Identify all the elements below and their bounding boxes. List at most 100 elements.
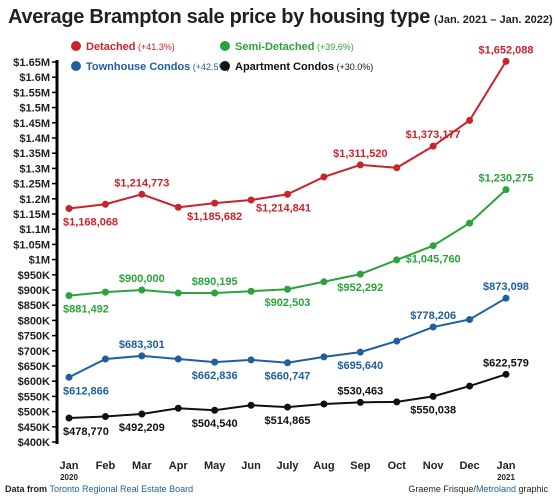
data-point — [320, 173, 328, 181]
data-label: $900,000 — [119, 273, 165, 285]
data-point — [138, 190, 146, 198]
data-label: $622,579 — [483, 357, 529, 369]
data-point — [466, 116, 474, 124]
legend-label: Detached (+41.3%) — [86, 41, 175, 53]
data-label: $881,492 — [63, 304, 109, 316]
y-axis: $400K $450K $500K $550K $600K $650K $700K $750K… — [13, 57, 59, 449]
data-label: $514,865 — [265, 415, 311, 427]
data-point — [247, 196, 255, 204]
data-label: $1,652,088 — [478, 44, 533, 56]
y-tick-label: $1.05M — [13, 239, 50, 251]
y-tick-label: $550K — [18, 391, 50, 403]
data-label: $873,098 — [483, 281, 529, 293]
x-tick-label: Jan — [60, 460, 79, 472]
data-point — [320, 353, 328, 361]
credit-note: Graeme Frisque/Metroland graphic — [408, 484, 548, 494]
data-point — [284, 359, 291, 367]
x-tick-label: Apr — [169, 460, 189, 472]
legend-series-change: (+30.0%) — [334, 62, 373, 72]
legend-marker — [220, 41, 230, 51]
data-point — [393, 337, 401, 345]
y-tick-label: $400K — [18, 437, 50, 449]
y-tick-label: $800K — [18, 315, 50, 327]
y-tick-label: $1.5M — [19, 103, 50, 115]
legend-marker — [71, 41, 81, 51]
legend-label: Townhouse Condos (+42.5%) — [86, 61, 230, 73]
data-point — [284, 285, 291, 293]
x-tick-label: Jan — [497, 460, 516, 472]
data-point — [284, 403, 291, 411]
data-point — [393, 256, 401, 264]
data-label: $660,747 — [265, 371, 311, 383]
chart-subtitle: (Jan. 2021 – Jan. 2022) — [434, 14, 553, 26]
x-tick-label: Oct — [388, 460, 407, 472]
data-point — [429, 392, 437, 400]
x-tick-label: Sep — [350, 460, 370, 472]
data-point — [429, 242, 437, 250]
y-tick-label: $600K — [18, 376, 50, 388]
data-label: $530,463 — [337, 385, 383, 397]
legend-series-name: Apartment Condos — [235, 61, 334, 73]
data-point — [247, 401, 255, 409]
source-prefix: Data from — [5, 484, 50, 494]
source-name: Toronto Regional Real Estate Board — [49, 484, 194, 494]
data-label: $662,836 — [192, 370, 238, 382]
legend-series-name: Detached — [86, 41, 136, 53]
data-label: $1,311,520 — [333, 148, 387, 160]
data-label: $504,540 — [192, 418, 238, 430]
y-tick-label: $1.4M — [19, 133, 50, 145]
data-point — [356, 348, 364, 356]
data-point — [466, 219, 474, 227]
y-tick-label: $1.25M — [13, 179, 50, 191]
data-label: $1,373,177 — [406, 129, 461, 141]
data-point — [393, 164, 401, 172]
chart-title-block: Average Brampton sale price by housing t… — [8, 6, 553, 29]
data-label: $550,038 — [410, 404, 456, 416]
y-tick-label: $850K — [18, 300, 50, 312]
data-point — [247, 287, 255, 295]
data-point — [138, 352, 146, 360]
data-point — [65, 373, 73, 381]
data-point — [320, 278, 328, 286]
data-point — [65, 414, 73, 422]
data-point — [429, 323, 437, 331]
legend-series-name: Townhouse Condos — [86, 61, 190, 73]
data-point — [502, 57, 510, 65]
data-label: $683,301 — [119, 339, 165, 351]
y-tick-label: $1.2M — [19, 194, 50, 206]
data-point — [138, 286, 146, 294]
data-point — [211, 406, 219, 414]
y-tick-label: $1.65M — [13, 57, 50, 69]
data-label: $778,206 — [410, 310, 456, 322]
source-note: Data from Toronto Regional Real Estate B… — [5, 484, 193, 494]
x-tick-label: Aug — [313, 460, 334, 472]
data-point — [101, 412, 109, 420]
x-tick-sublabel: 2020 — [60, 473, 78, 482]
y-tick-label: $700K — [18, 346, 50, 358]
data-point — [174, 355, 182, 363]
data-label: $1,045,760 — [406, 254, 461, 266]
data-label: $890,195 — [192, 276, 238, 288]
data-point — [466, 382, 474, 390]
y-tick-label: $450K — [18, 422, 50, 434]
data-point — [65, 205, 73, 213]
data-label: $952,292 — [337, 282, 383, 294]
data-point — [101, 200, 109, 208]
y-tick-label: $1.1M — [19, 224, 50, 236]
x-tick-label: July — [276, 460, 299, 472]
data-point — [429, 142, 437, 150]
legend: Detached (+41.3%) Semi-Detached (+39.6%) T… — [71, 41, 373, 73]
data-point — [174, 289, 182, 297]
x-tick-label: Jun — [241, 460, 261, 472]
y-tick-label: $500K — [18, 407, 50, 419]
y-tick-label: $950K — [18, 270, 50, 282]
y-tick-label: $1.3M — [19, 163, 50, 175]
data-point — [356, 161, 364, 169]
data-label: $1,168,068 — [63, 217, 118, 229]
x-tick-label: Dec — [459, 460, 479, 472]
data-point — [356, 398, 364, 406]
legend-label: Semi-Detached (+39.6%) — [235, 41, 354, 53]
data-label: $902,503 — [265, 297, 311, 309]
